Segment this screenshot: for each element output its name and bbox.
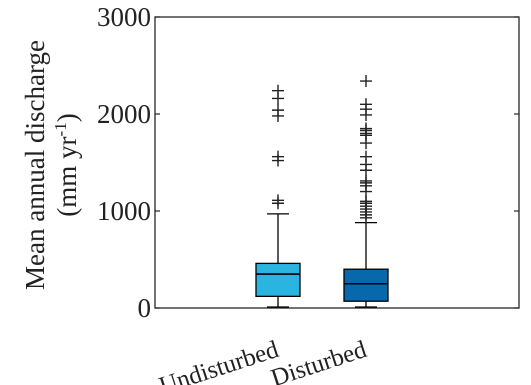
x-category-label: Disturbed: [268, 336, 371, 385]
svg-text:Mean annual discharge: Mean annual discharge: [20, 40, 50, 290]
box-undisturbed: [255, 84, 301, 308]
y-axis-title: Mean annual discharge (mm yr-1): [20, 40, 82, 290]
iqr-box: [343, 268, 389, 302]
outlier-marker: [360, 122, 372, 135]
outlier-marker: [360, 75, 372, 88]
y-axis-title-line2: (mm yr-1): [51, 113, 82, 216]
y-axis-title-line1: Mean annual discharge: [20, 40, 50, 290]
y-tick-label: 3000: [97, 2, 151, 32]
outlier-marker: [360, 174, 372, 187]
outlier-marker: [272, 194, 284, 207]
y-axis: 0 1000 2000 3000: [97, 2, 519, 323]
plot-area: [154, 16, 520, 309]
y-axis-units-suffix: ): [52, 113, 82, 122]
y-axis-units-prefix: (mm yr: [52, 136, 82, 216]
outlier-marker: [272, 150, 284, 163]
outlier-marker: [360, 98, 372, 111]
outlier-marker: [272, 84, 284, 97]
x-category-label: Undisturbed: [156, 336, 282, 385]
y-tick-label: 2000: [97, 99, 151, 129]
y-axis-units-exp: -1: [51, 122, 70, 136]
plot-frame: [154, 16, 520, 309]
boxes: [255, 75, 389, 308]
iqr-box: [255, 262, 301, 298]
outlier-marker: [272, 104, 284, 117]
outlier-marker: [360, 150, 372, 163]
y-tick-label: 0: [138, 293, 152, 323]
y-tick-label: 1000: [97, 196, 151, 226]
box-disturbed: [343, 75, 389, 308]
